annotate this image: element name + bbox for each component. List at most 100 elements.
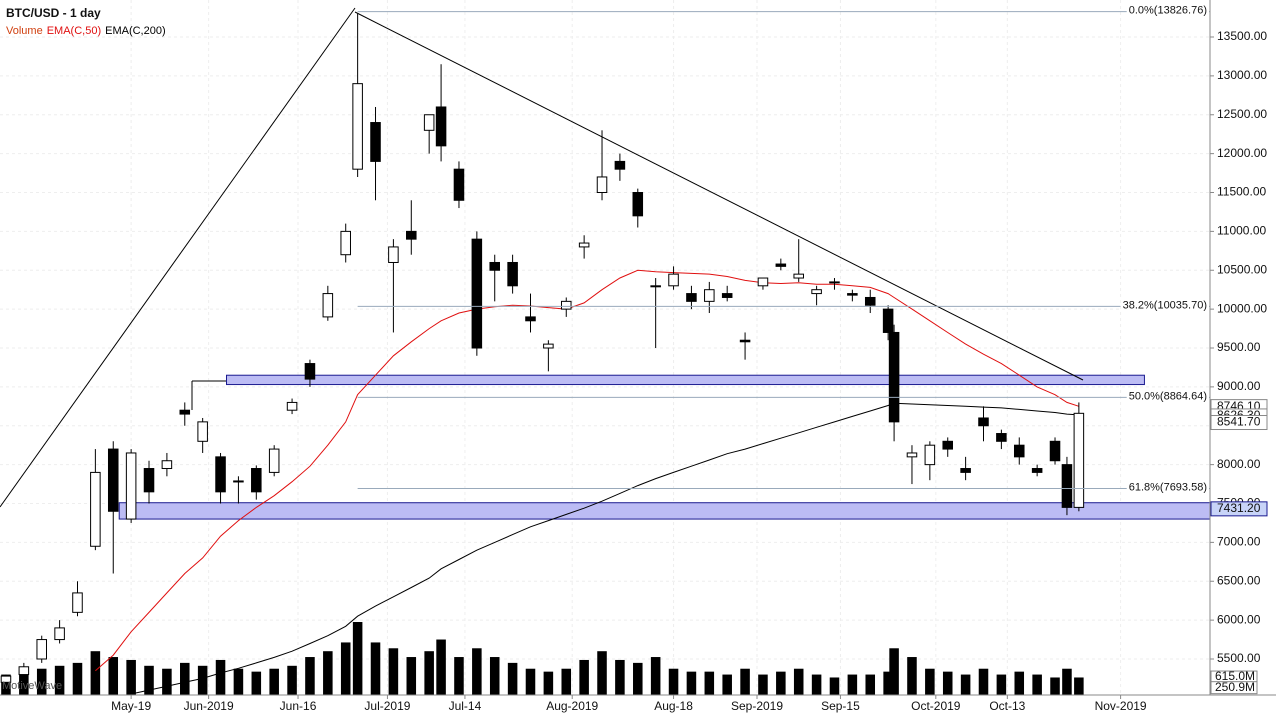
x-tick-label: Aug-2019 — [546, 699, 598, 713]
volume-bar — [19, 671, 29, 695]
y-tick-label: 11500.00 — [1217, 185, 1266, 199]
candle-body — [906, 452, 918, 458]
candle-body — [811, 289, 822, 295]
volume-bar — [340, 642, 351, 695]
y-tick-label: 11000.00 — [1217, 224, 1266, 238]
candle-body — [721, 293, 733, 298]
candle-body — [406, 230, 417, 240]
volume-bar — [865, 674, 876, 695]
price-marker-label: 7431.20 — [1217, 501, 1261, 515]
candle-body — [304, 363, 316, 380]
fib-label: 0.0%(13826.76) — [1129, 5, 1207, 17]
volume-bar — [668, 668, 679, 695]
candle-body — [686, 293, 697, 302]
volume-readout-bg — [1210, 681, 1258, 695]
volume-bar — [197, 665, 208, 695]
chart-title: BTC/USD - 1 day — [6, 6, 101, 20]
volume-bar — [507, 662, 518, 695]
candle-body — [471, 238, 483, 349]
volume-bar — [650, 657, 661, 695]
candle-body — [179, 409, 191, 415]
volume-bar — [108, 657, 119, 695]
volume-bar — [251, 671, 262, 695]
volume-readout: 615.0M — [1215, 669, 1255, 683]
y-tick-label: 9000.00 — [1217, 379, 1261, 393]
candle-body — [489, 261, 500, 271]
volume-readout: 250.9M — [1215, 680, 1255, 694]
fib-label-bg — [1126, 4, 1209, 17]
legend: Volume EMA(C,50) EMA(C,200) — [6, 25, 166, 37]
candle-body — [560, 300, 572, 310]
x-tick-label: Sep-2019 — [731, 699, 783, 713]
candle-body — [0, 675, 12, 683]
candle-body — [352, 83, 363, 170]
volume-bar — [793, 668, 804, 695]
candle-body — [1031, 468, 1043, 473]
ema-line — [130, 402, 1079, 695]
candle-body — [125, 452, 137, 520]
y-tick-label: 12500.00 — [1217, 107, 1267, 121]
y-tick-label: 13500.00 — [1217, 29, 1267, 43]
volume-bar — [436, 639, 446, 695]
y-tick-label: 7000.00 — [1217, 535, 1261, 549]
volume-bar — [287, 665, 297, 695]
fib-label: 61.8%(7693.58) — [1129, 481, 1207, 493]
candle-body — [388, 246, 399, 263]
candle-body — [543, 343, 554, 349]
price-marker-label: 8541.70 — [1217, 415, 1261, 429]
volume-bar — [829, 677, 840, 695]
axes: 5500.006000.006500.007000.007500.008000.… — [111, 29, 1268, 713]
volume-bar — [1074, 677, 1084, 695]
candle-body — [72, 592, 83, 613]
watermark: MotiveWave — [2, 680, 62, 692]
x-tick-label: Oct-2019 — [911, 699, 961, 713]
y-tick-label: 6000.00 — [1217, 612, 1261, 626]
volume-bar — [579, 659, 589, 695]
candle-body — [775, 263, 787, 267]
y-tick-label: 6500.00 — [1217, 573, 1261, 587]
volume-bar — [561, 668, 572, 695]
candle-body — [596, 176, 608, 194]
volume-bar — [889, 648, 899, 695]
fib-label: 50.0%(8864.64) — [1129, 390, 1207, 402]
candle-body — [924, 444, 936, 466]
candle-body — [864, 296, 876, 306]
y-tick-label: 9500.00 — [1217, 340, 1261, 354]
candle-body — [423, 114, 435, 131]
volume-bar — [472, 648, 482, 695]
volume-bar — [942, 671, 953, 695]
x-tick-label: Jul-2019 — [364, 699, 410, 713]
volume-bar — [269, 668, 279, 695]
volume-bar — [633, 662, 643, 695]
volume-bar — [90, 651, 101, 695]
candle-body — [435, 106, 447, 147]
candle-body — [1061, 464, 1073, 508]
volume-bar — [883, 671, 893, 695]
volume-bar — [72, 662, 83, 695]
legend-entry: Volume — [6, 25, 43, 37]
volume-bar — [406, 657, 417, 695]
candle-body — [942, 440, 954, 450]
y-tick-label: 10000.00 — [1217, 301, 1267, 315]
trend-line — [354, 11, 1084, 381]
candle-body — [650, 285, 661, 288]
candle-body — [757, 277, 769, 287]
grid — [0, 0, 1210, 695]
y-tick-label: 5500.00 — [1217, 651, 1261, 665]
candle-body — [453, 168, 465, 201]
fib-label-bg — [1126, 481, 1209, 494]
candle-body — [507, 261, 518, 287]
x-tick-label: Jul-14 — [449, 699, 482, 713]
candle-body — [960, 468, 971, 473]
volume-bar — [925, 668, 935, 695]
ema-line — [95, 269, 1080, 672]
volume-bar — [1032, 674, 1042, 695]
volume-bar — [960, 674, 971, 695]
volume-bar — [54, 665, 65, 695]
volume-bar — [1050, 677, 1060, 695]
candle-body — [978, 417, 989, 427]
volume-bar — [233, 668, 244, 695]
volume-bar — [352, 622, 363, 695]
